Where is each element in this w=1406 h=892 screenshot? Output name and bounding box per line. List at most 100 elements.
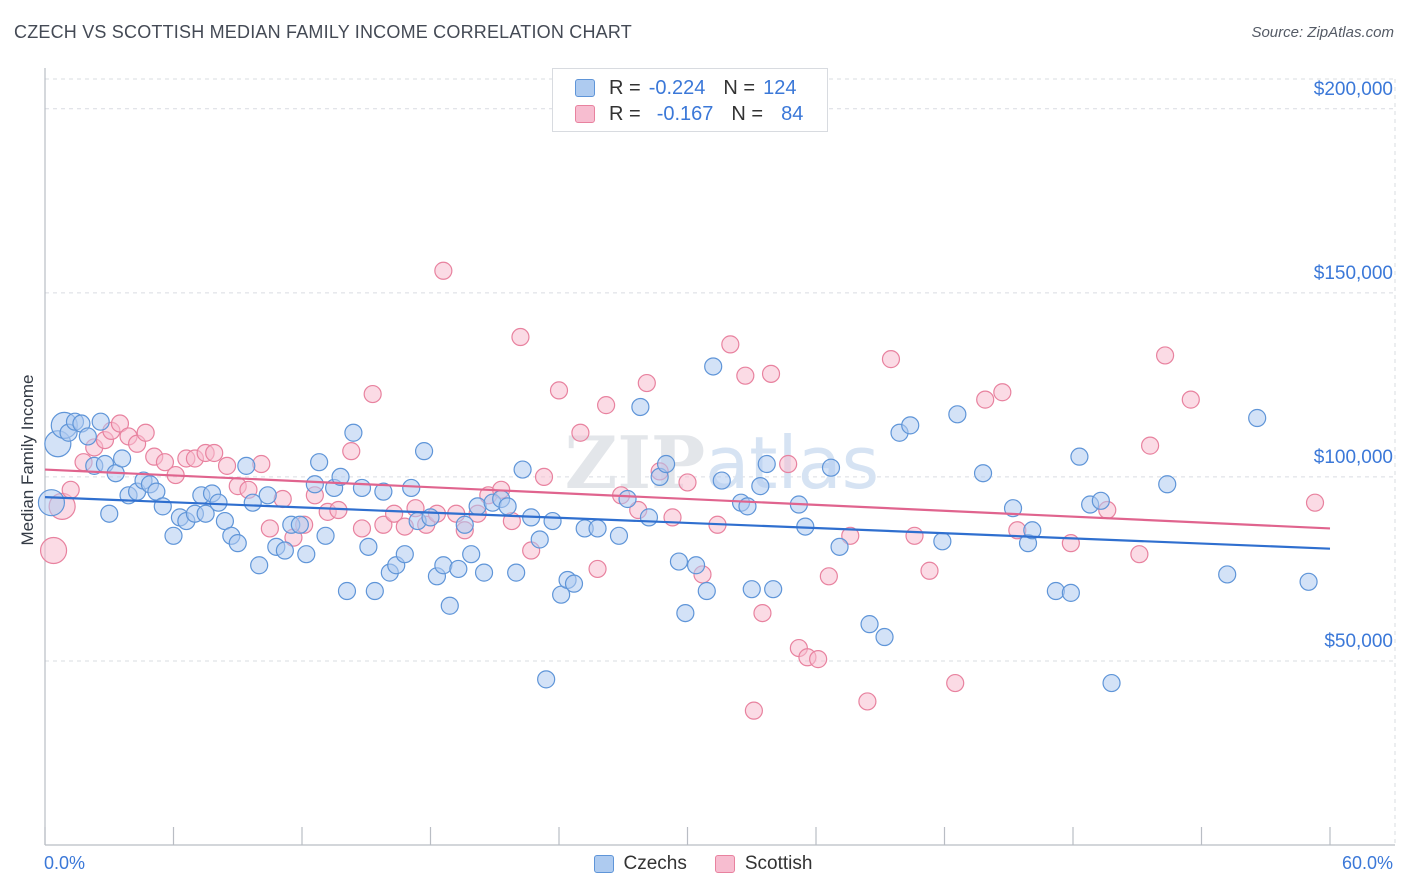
scottish-point xyxy=(273,489,292,509)
scottish-point xyxy=(534,467,554,487)
scottish-point xyxy=(597,396,616,415)
czechs-point xyxy=(297,545,316,564)
czechs-point xyxy=(344,423,363,442)
legend-item-czechs[interactable]: Czechs xyxy=(593,853,687,875)
czechs-point xyxy=(440,596,459,615)
scottish-point xyxy=(976,390,995,409)
scottish-point xyxy=(434,261,453,280)
n-label: N = xyxy=(731,102,764,125)
scottish-point xyxy=(761,364,781,383)
czechs-point xyxy=(933,532,952,551)
czechs-point xyxy=(1299,572,1318,591)
czechs-point xyxy=(686,556,706,575)
scottish-point xyxy=(549,381,569,400)
czechs-point xyxy=(530,530,549,549)
scottish-point xyxy=(753,603,772,623)
czechs-point xyxy=(91,412,110,431)
czechs-point xyxy=(337,581,357,601)
scottish-point xyxy=(993,383,1012,402)
scottish-swatch xyxy=(575,105,595,123)
czechs-point xyxy=(164,526,183,545)
czechs-point xyxy=(948,405,967,424)
czechs-point xyxy=(290,515,309,534)
n-value: 84 xyxy=(781,102,804,125)
czechs-point xyxy=(455,515,474,534)
legend-label-czechs: Czechs xyxy=(623,853,687,874)
czechs-point xyxy=(764,580,783,599)
y-tick-label: $50,000 xyxy=(1324,631,1393,652)
n-value: 124 xyxy=(763,76,797,99)
czechs-point xyxy=(414,442,434,461)
scottish-trend-line xyxy=(44,468,1331,530)
czechs-point xyxy=(656,454,676,474)
czechs-point xyxy=(196,504,215,523)
x-tick-label-max: 60.0% xyxy=(1342,853,1393,873)
scottish-point xyxy=(205,443,224,463)
czechs-point xyxy=(830,537,849,556)
stats-legend: R = -0.224 N = 124 R = -0.167 N = 84 xyxy=(552,68,828,132)
czechs-point xyxy=(474,563,494,582)
scottish-point xyxy=(1155,346,1175,365)
czechs-point xyxy=(1003,499,1023,518)
scottish-point xyxy=(136,423,155,442)
czechs-point xyxy=(669,552,689,571)
czechs-point xyxy=(449,559,468,579)
n-label: N = xyxy=(723,76,756,99)
czechs-point xyxy=(395,545,414,564)
czechs-point xyxy=(901,416,920,435)
scottish-point xyxy=(637,373,656,393)
czechs-point xyxy=(821,458,841,477)
scottish-point xyxy=(384,504,404,523)
stats-row-czechs: R = -0.224 N = 124 xyxy=(575,75,796,101)
czechs-point xyxy=(1046,581,1065,601)
scottish-point xyxy=(1305,493,1325,512)
czechs-point xyxy=(588,519,607,538)
r-value: -0.167 xyxy=(656,102,714,125)
czechs-point xyxy=(513,460,532,479)
chart-title: CZECH VS SCOTTISH MEDIAN FAMILY INCOME C… xyxy=(14,22,632,42)
czechs-point xyxy=(676,603,695,623)
x-tick-label-min: 0.0% xyxy=(44,853,85,873)
scottish-point xyxy=(252,454,271,474)
czechs-trend-line xyxy=(44,496,1331,550)
czechs-point xyxy=(639,508,659,527)
czechs-point xyxy=(697,581,716,601)
czechs-point xyxy=(537,670,556,689)
czechs-point xyxy=(1070,447,1089,466)
scottish-point xyxy=(1140,436,1160,455)
czechs-point xyxy=(228,534,247,553)
czechs-point xyxy=(751,477,770,496)
trend-lines xyxy=(44,468,1331,550)
legend-label-scottish: Scottish xyxy=(744,853,813,874)
czechs-point xyxy=(507,563,526,582)
czechs-point xyxy=(237,456,256,475)
legend-item-scottish[interactable]: Scottish xyxy=(714,853,813,875)
axes xyxy=(44,68,1395,846)
czechs-point xyxy=(434,556,453,575)
scottish-swatch xyxy=(714,855,735,873)
czechs-point xyxy=(209,493,228,512)
scottish-point xyxy=(571,423,590,442)
czechs-swatch xyxy=(575,79,595,97)
scottish-point xyxy=(352,519,372,538)
czechs-point xyxy=(564,574,584,593)
czechs-point xyxy=(498,497,517,516)
scottish-point xyxy=(905,526,924,545)
r-value: -0.224 xyxy=(648,76,706,99)
series-legend: Czechs Scottish xyxy=(0,851,1406,877)
scottish-point xyxy=(374,515,393,534)
scottish-point xyxy=(920,561,939,580)
scottish-point xyxy=(1181,390,1200,409)
czechs-point xyxy=(875,627,894,647)
czechs-point xyxy=(1248,408,1267,428)
czechs-point xyxy=(243,493,262,512)
czechs-points xyxy=(37,357,1318,693)
scottish-point xyxy=(61,480,80,499)
czechs-point xyxy=(275,541,294,560)
source-note: Source: ZipAtlas.com xyxy=(1251,24,1394,41)
czechs-point xyxy=(310,453,329,472)
y-tick-label: $150,000 xyxy=(1314,263,1393,284)
czechs-point xyxy=(250,556,269,575)
scottish-point xyxy=(881,350,901,369)
scottish-point xyxy=(39,536,68,565)
